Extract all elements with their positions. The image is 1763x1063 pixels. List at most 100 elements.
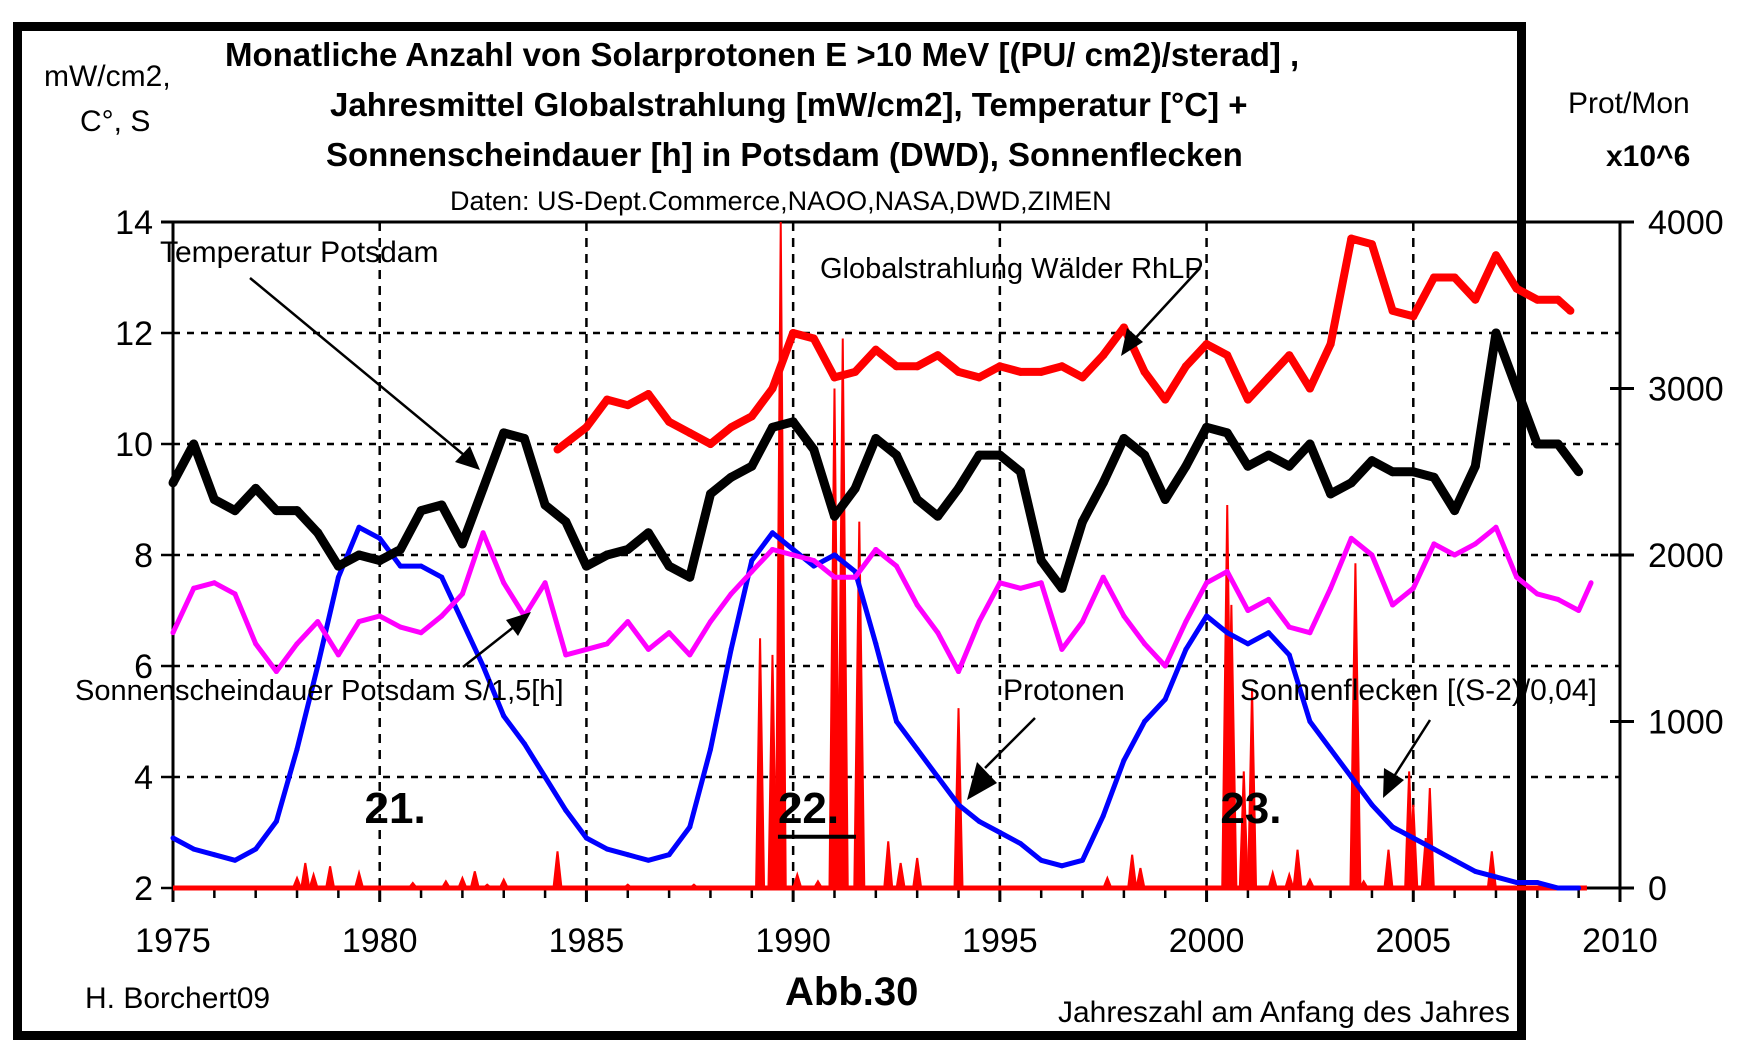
y-left-tick-label: 10 bbox=[115, 426, 153, 464]
point-sunspots bbox=[976, 818, 982, 824]
point-sunshine bbox=[191, 585, 197, 591]
point-temperature bbox=[1078, 517, 1088, 527]
point-sunshine bbox=[625, 619, 631, 625]
proton-spike bbox=[1225, 604, 1238, 889]
point-sunspots bbox=[315, 663, 321, 669]
point-global_radiation bbox=[685, 428, 694, 437]
point-sunshine bbox=[790, 552, 796, 558]
point-sunshine bbox=[170, 630, 176, 636]
point-temperature bbox=[1264, 450, 1274, 460]
point-temperature bbox=[705, 489, 715, 499]
line-sunspots bbox=[171, 524, 1579, 891]
point-temperature bbox=[1367, 456, 1377, 466]
point-temperature bbox=[1429, 472, 1439, 482]
proton-spike bbox=[791, 871, 803, 889]
point-global_radiation bbox=[830, 373, 839, 382]
proton-spike bbox=[1357, 879, 1370, 889]
y-left-tick-label: 8 bbox=[134, 537, 153, 575]
point-sunspots bbox=[459, 619, 465, 625]
point-global_radiation bbox=[1202, 340, 1211, 349]
author-label: H. Borchert09 bbox=[85, 982, 270, 1015]
point-sunshine bbox=[811, 558, 817, 564]
point-sunspots bbox=[1472, 868, 1478, 874]
point-temperature bbox=[1160, 495, 1170, 504]
point-sunspots bbox=[1162, 696, 1168, 702]
point-global_radiation bbox=[1388, 306, 1397, 315]
point-global_radiation bbox=[851, 367, 860, 376]
point-sunspots bbox=[1100, 813, 1106, 819]
point-sunshine bbox=[749, 569, 755, 575]
y-left-tick-label: 12 bbox=[115, 315, 153, 353]
point-sunshine bbox=[894, 563, 899, 569]
point-sunshine bbox=[439, 613, 445, 619]
point-sunspots bbox=[687, 824, 693, 830]
arrow-protonen-head bbox=[967, 762, 997, 800]
point-sunshine bbox=[335, 652, 341, 658]
point-sunspots bbox=[583, 835, 589, 841]
point-temperature bbox=[209, 495, 219, 504]
point-global_radiation bbox=[1305, 384, 1314, 393]
point-sunshine bbox=[542, 580, 548, 586]
point-sunshine bbox=[645, 646, 651, 652]
annotations: Monatliche Anzahl von Solarprotonen E >1… bbox=[44, 36, 1690, 1029]
proton-spike bbox=[1424, 788, 1435, 889]
x-tick-label: 2000 bbox=[1169, 922, 1245, 960]
point-global_radiation bbox=[553, 445, 562, 454]
point-global_radiation bbox=[1533, 295, 1542, 304]
point-sunspots bbox=[1286, 652, 1292, 658]
proton-spike bbox=[836, 338, 849, 889]
point-global_radiation bbox=[1099, 351, 1108, 360]
chart-subtitle: Daten: US-Dept.Commerce,NAOO,NASA,DWD,ZI… bbox=[450, 186, 1112, 216]
series-group bbox=[168, 221, 1594, 891]
point-temperature bbox=[1574, 467, 1584, 477]
point-sunshine bbox=[315, 619, 321, 625]
point-sunshine bbox=[397, 624, 403, 630]
point-sunspots bbox=[1245, 641, 1251, 647]
point-global_radiation bbox=[1264, 373, 1273, 382]
point-sunshine bbox=[1493, 524, 1499, 530]
point-global_radiation bbox=[954, 367, 963, 376]
proton-spike bbox=[895, 862, 906, 889]
proton-spike bbox=[1267, 869, 1279, 889]
point-temperature bbox=[850, 483, 860, 493]
point-global_radiation bbox=[623, 401, 632, 410]
proton-spike bbox=[1101, 875, 1113, 889]
point-sunshine bbox=[852, 574, 858, 580]
y-left-tick-label: 14 bbox=[115, 204, 153, 242]
point-sunshine bbox=[1080, 619, 1086, 625]
point-sunshine bbox=[997, 580, 1003, 586]
series-temperature bbox=[168, 328, 1584, 593]
proton-spike bbox=[498, 877, 510, 889]
point-temperature bbox=[829, 511, 839, 521]
point-sunshine bbox=[1452, 552, 1458, 558]
y-right-tick-label: 2000 bbox=[1648, 537, 1724, 575]
arrow-sonnenflecken-line bbox=[1391, 719, 1432, 779]
point-sunspots bbox=[1369, 802, 1375, 808]
point-sunshine bbox=[604, 641, 610, 647]
chart-title-line-2: Jahresmittel Globalstrahlung [mW/cm2], T… bbox=[330, 86, 1248, 123]
point-sunshine bbox=[1142, 641, 1148, 647]
point-sunshine bbox=[253, 641, 259, 647]
point-sunspots bbox=[170, 835, 176, 841]
arrow-sonnenflecken-head bbox=[1383, 768, 1404, 798]
point-global_radiation bbox=[1181, 362, 1190, 371]
point-sunspots bbox=[1142, 719, 1148, 724]
point-sunspots bbox=[1576, 885, 1582, 891]
proton-spike bbox=[1283, 871, 1295, 889]
point-global_radiation bbox=[1566, 306, 1575, 315]
point-temperature bbox=[189, 439, 199, 449]
point-sunspots bbox=[894, 719, 899, 724]
point-global_radiation bbox=[1553, 295, 1562, 304]
point-sunspots bbox=[790, 546, 796, 552]
point-sunshine bbox=[418, 630, 424, 636]
point-temperature bbox=[1284, 461, 1294, 471]
point-sunspots bbox=[418, 563, 424, 569]
point-sunspots bbox=[335, 574, 341, 580]
proton-spike bbox=[1383, 849, 1394, 889]
point-temperature bbox=[643, 528, 653, 538]
point-temperature bbox=[1202, 422, 1212, 432]
point-global_radiation bbox=[789, 329, 798, 337]
y-left-tick-label: 4 bbox=[134, 759, 153, 797]
point-sunspots bbox=[1410, 835, 1416, 841]
point-sunshine bbox=[1038, 580, 1044, 586]
